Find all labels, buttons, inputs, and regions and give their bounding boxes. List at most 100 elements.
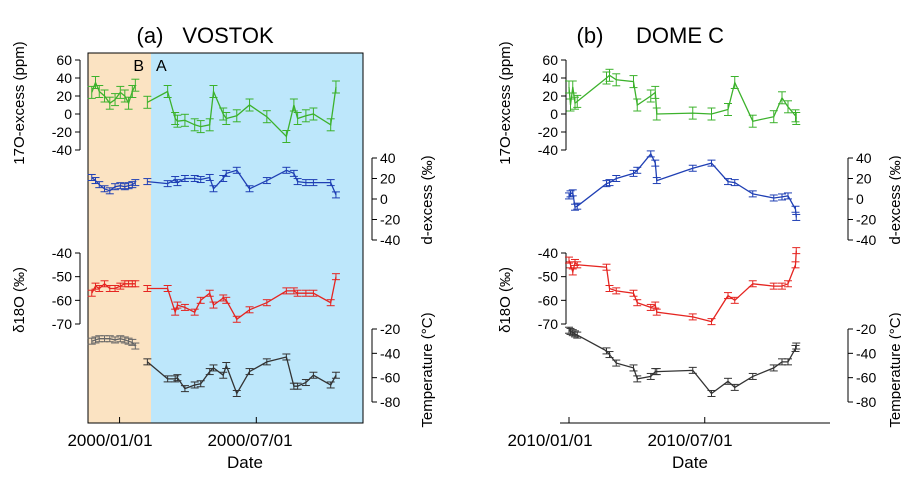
tick-label-dex: -20 <box>380 212 400 228</box>
data-point-dex <box>163 180 172 188</box>
tick-label-o17: -20 <box>52 124 72 140</box>
data-point-dex <box>605 179 614 187</box>
series-line-o17 <box>568 74 797 122</box>
data-point-temp <box>612 359 621 367</box>
tick-label-dex: 0 <box>856 191 864 207</box>
tick-label-o17: 60 <box>56 52 72 68</box>
panel-a-d18-label: δ18O (‰) <box>11 267 28 333</box>
data-point-d18 <box>707 318 716 326</box>
data-point-temp <box>209 364 218 372</box>
tick-label-dex: 0 <box>380 191 388 207</box>
data-point-temp <box>190 381 199 389</box>
tick-label-temp: -20 <box>856 321 876 337</box>
data-point-temp <box>245 368 254 376</box>
tick-label-dex: 40 <box>856 150 872 166</box>
data-point-o17 <box>331 80 340 94</box>
data-point-d18 <box>282 287 291 295</box>
data-point-d18 <box>301 289 310 297</box>
region-b-shade <box>88 53 151 423</box>
data-point-temp <box>326 381 335 389</box>
data-point-temp <box>196 380 205 388</box>
data-point-o17 <box>778 91 786 105</box>
data-point-d18 <box>646 303 655 311</box>
data-point-o17 <box>196 120 205 134</box>
panel-a-dex-label: d-excess (‰) <box>419 155 436 244</box>
data-point-temp <box>791 344 800 352</box>
tick-label-temp: -20 <box>380 321 400 337</box>
panel-a-o17-label: 17O-excess (ppm) <box>11 41 28 164</box>
data-point-dex <box>778 193 786 201</box>
panel-b-d18-label: δ18O (‰) <box>497 267 514 333</box>
data-point-dex <box>326 179 335 187</box>
panel-b-dex-label: d-excess (‰) <box>887 155 901 244</box>
data-point-d18 <box>629 289 638 297</box>
data-point-dex <box>232 166 241 174</box>
data-point-d18 <box>180 303 189 311</box>
data-point-o17 <box>612 73 621 87</box>
data-point-temp <box>629 364 638 372</box>
data-point-dex <box>652 177 661 185</box>
tick-label-o17: 0 <box>64 106 72 122</box>
data-point-dex <box>143 178 152 186</box>
data-point-o17 <box>163 85 172 98</box>
data-point-temp <box>730 383 739 391</box>
data-point-o17 <box>120 89 129 103</box>
data-point-o17 <box>205 118 214 132</box>
panel-a-frame <box>87 52 364 424</box>
tick-label-dex: -40 <box>380 232 400 248</box>
data-point-dex <box>730 179 739 187</box>
panel-b-letter: (b) <box>577 23 604 48</box>
data-point-d18 <box>568 268 577 276</box>
data-point-o17 <box>100 89 109 103</box>
data-point-temp <box>262 358 271 366</box>
data-point-o17 <box>232 109 241 123</box>
data-point-d18 <box>652 308 661 316</box>
data-point-o17 <box>573 94 582 108</box>
tick-label-d18: -60 <box>538 292 558 308</box>
data-point-d18 <box>245 306 254 314</box>
data-point-temp <box>309 371 318 379</box>
panel-b-series <box>565 68 801 397</box>
data-point-d18 <box>196 296 205 304</box>
data-point-dex <box>91 177 100 185</box>
data-point-d18 <box>326 299 335 307</box>
tick-label-o17: 20 <box>542 88 558 104</box>
data-point-o17 <box>222 112 231 125</box>
tick-label-d18: -50 <box>52 269 72 285</box>
tick-label-d18: -70 <box>538 316 558 332</box>
data-point-dex <box>205 173 214 181</box>
tick-label-o17: 60 <box>542 52 558 68</box>
data-point-temp <box>748 372 757 380</box>
panel-b-axes: 60 40 20 0 -20 -40 40 20 0 -20 -40 -40 -50 -60 -70 -20 -… <box>538 52 876 424</box>
data-point-d18 <box>331 273 340 281</box>
data-point-o17 <box>293 112 302 125</box>
data-point-o17 <box>180 113 189 127</box>
data-point-d18 <box>605 285 614 292</box>
data-point-temp <box>282 353 291 361</box>
data-point-dex <box>111 183 120 191</box>
data-point-d18 <box>222 296 231 304</box>
data-point-d18 <box>173 301 182 309</box>
data-point-d18 <box>205 289 214 297</box>
data-point-o17 <box>245 98 254 112</box>
data-point-d18 <box>293 289 302 297</box>
tick-label-d18: -70 <box>52 316 72 332</box>
data-point-dex <box>633 166 642 174</box>
data-point-dex <box>651 159 660 167</box>
data-point-temp <box>792 342 801 350</box>
data-point-temp <box>105 335 114 343</box>
tick-label-o17: 0 <box>550 106 558 122</box>
tick-label-o17: -20 <box>538 124 558 140</box>
data-point-dex <box>131 179 140 187</box>
data-point-temp <box>605 351 614 359</box>
data-point-o17 <box>707 107 716 121</box>
data-point-dex <box>105 187 114 195</box>
data-point-temp <box>646 372 655 380</box>
series-line-d18 <box>568 250 797 323</box>
data-point-temp <box>232 389 241 397</box>
panel-a: (a) VOSTOK B A 60 40 20 0 -20 -40 40 20 0 -20 -40 -… <box>11 23 436 472</box>
tick-label-temp: -60 <box>856 370 876 386</box>
data-point-o17 <box>143 95 152 109</box>
